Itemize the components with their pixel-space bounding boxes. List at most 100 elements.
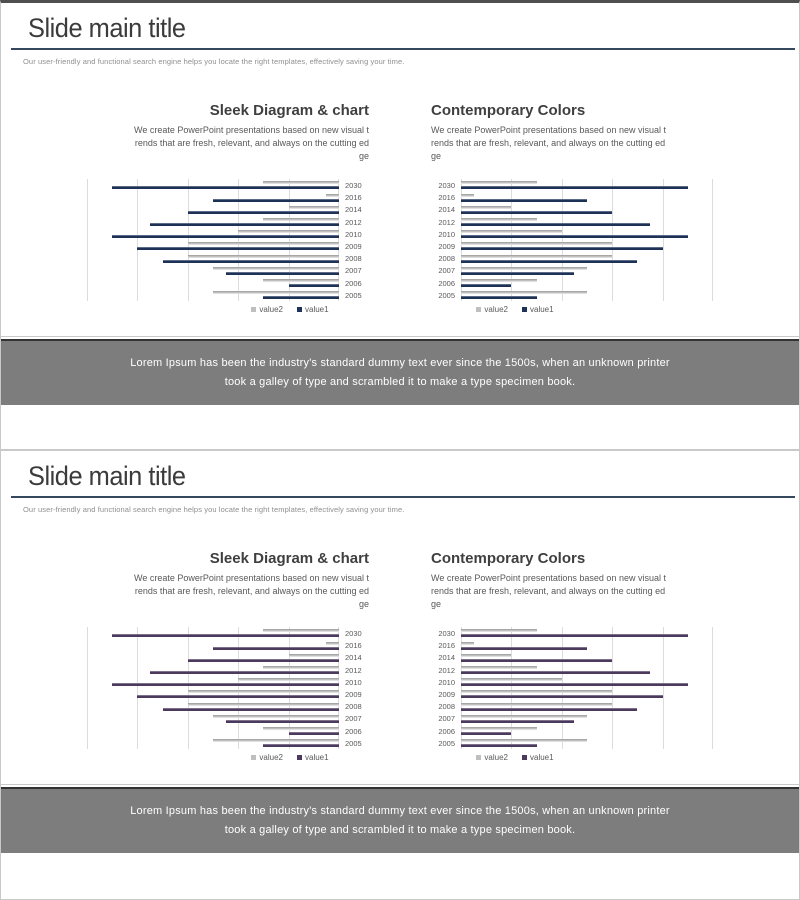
gridline [288, 179, 290, 302]
chart-row [87, 713, 339, 725]
chart-row [87, 228, 339, 240]
category-label: 2014 [345, 205, 362, 215]
category-label: 2008 [438, 702, 455, 712]
chart-row [87, 627, 339, 639]
description-line: We create PowerPoint presentations based… [431, 573, 666, 584]
bar-value2 [461, 678, 562, 682]
gridline [238, 179, 240, 302]
category-label: 2016 [345, 193, 362, 203]
chart-row [87, 737, 339, 749]
category-label: 2005 [438, 738, 455, 748]
category-label: 2005 [345, 738, 362, 748]
chart-row [461, 216, 713, 228]
section-description: We create PowerPoint presentations based… [431, 124, 716, 163]
chart-row [87, 216, 339, 228]
chart-plot: 2030 2016 2014 2012 2010 2009 2008 2007 2006 2005 [87, 179, 369, 302]
chart-row [461, 676, 713, 688]
gridline [238, 627, 240, 750]
legend-item-value2: value2 [251, 753, 283, 762]
gridline [87, 179, 88, 302]
bar-value2 [263, 181, 339, 185]
bar-value1 [213, 646, 339, 650]
bar-value2 [461, 702, 613, 706]
banner-divider [1, 336, 799, 338]
section-headers: Sleek Diagram & chart We create PowerPoi… [1, 550, 799, 611]
charts-row: 2030 2016 2014 2012 2010 2009 2008 2007 2006 2005… [1, 179, 799, 314]
gridline [511, 627, 513, 750]
description-line: We create PowerPoint presentations based… [134, 125, 369, 136]
description-line: ge [358, 151, 369, 162]
section-description: We create PowerPoint presentations based… [431, 572, 716, 611]
chart-row [87, 676, 339, 688]
legend-swatch-value1 [297, 755, 302, 761]
bar-value1 [461, 210, 613, 214]
category-label: 2009 [345, 690, 362, 699]
chart-contemporary-colors-2: 2030 2016 2014 2012 2010 2009 2008 2007 2006 2005… [431, 627, 713, 762]
slide-subtitle: Our user-friendly and functional search … [23, 505, 405, 515]
chart-row [461, 701, 713, 713]
legend-swatch-value2 [251, 307, 257, 313]
section-title: Contemporary Colors [431, 102, 586, 120]
section-title: Contemporary Colors [431, 550, 586, 568]
bar-value1 [461, 235, 688, 239]
bar-value1 [461, 732, 512, 736]
bar-value1 [162, 707, 339, 711]
bar-value2 [461, 279, 537, 283]
gridline [511, 179, 513, 302]
legend-label: value2 [484, 753, 508, 763]
chart-row [461, 664, 713, 676]
description-line: ge [431, 599, 442, 610]
gridline [137, 179, 139, 302]
category-label: 2008 [438, 254, 455, 264]
bar-value1 [263, 296, 339, 300]
chart-row [461, 265, 713, 277]
slide-1: Slide main title Our user-friendly and f… [1, 3, 799, 451]
description-line: ge [431, 151, 442, 162]
chart-legend: value2 value1 [149, 753, 431, 762]
gridline [662, 627, 664, 750]
bar-value2 [263, 218, 339, 221]
category-label: 2014 [345, 653, 362, 663]
category-label: 2016 [438, 641, 455, 651]
bar-value2 [288, 653, 339, 657]
gridline [461, 179, 462, 302]
chart-row [87, 725, 339, 737]
description-line: We create PowerPoint presentations based… [431, 125, 666, 136]
bar-value2 [461, 254, 613, 258]
lorem-banner: Lorem Ipsum has been the industry's stan… [1, 787, 799, 854]
bar-value2 [187, 702, 339, 706]
bar-value1 [461, 247, 663, 251]
chart-plot-area [87, 179, 339, 302]
banner-divider [1, 784, 799, 786]
slide-2: Slide main title Our user-friendly and f… [1, 451, 799, 897]
legend-item-value2: value2 [476, 305, 508, 314]
bar-value1 [112, 634, 339, 638]
bar-value1 [137, 247, 339, 251]
banner-line: took a galley of type and scrambled it t… [224, 376, 576, 389]
chart-row [461, 204, 713, 216]
bar-value2 [238, 678, 339, 682]
category-label: 2008 [345, 254, 362, 264]
chart-contemporary-colors-1: 2030 2016 2014 2012 2010 2009 2008 2007 2006 2005… [431, 179, 713, 314]
chart-sleek-diagram-1: 2030 2016 2014 2012 2010 2009 2008 2007 2006 2005… [87, 179, 369, 314]
category-label: 2030 [438, 628, 455, 638]
chart-row [461, 725, 713, 737]
legend-label: value1 [305, 753, 329, 763]
bar-value2 [213, 739, 339, 743]
bar-value2 [461, 218, 537, 221]
bar-value1 [137, 695, 339, 699]
chart-row [461, 627, 713, 639]
bar-value1 [187, 658, 339, 662]
chart-plot: 2030 2016 2014 2012 2010 2009 2008 2007 2006 2005 [87, 627, 369, 750]
bar-value2 [461, 193, 474, 197]
chart-plot: 2030 2016 2014 2012 2010 2009 2008 2007 2006 2005 [431, 627, 713, 750]
chart-row [461, 713, 713, 725]
bar-value1 [461, 296, 537, 300]
section-title: Sleek Diagram & chart [209, 102, 369, 120]
chart-row [461, 277, 713, 289]
banner-line: took a galley of type and scrambled it t… [224, 824, 576, 837]
legend-swatch-value2 [251, 755, 257, 761]
chart-row [87, 688, 339, 700]
legend-item-value1: value1 [297, 305, 329, 314]
bar-value2 [326, 193, 339, 197]
